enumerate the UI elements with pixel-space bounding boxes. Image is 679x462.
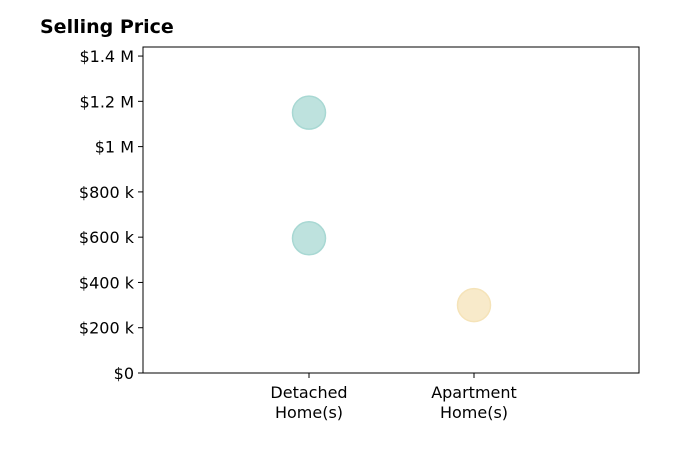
x-tick-label: Detached Home(s) — [270, 383, 347, 422]
plot-frame — [142, 46, 640, 374]
y-tick-label: $1.4 M — [79, 47, 134, 66]
x-tick-label: Apartment Home(s) — [431, 383, 517, 422]
y-tick-label: $1.2 M — [79, 92, 134, 111]
y-tick-label: $400 k — [79, 273, 135, 292]
y-tick-label: $800 k — [79, 183, 135, 202]
data-point — [291, 221, 327, 256]
data-point — [291, 95, 327, 130]
data-points — [291, 95, 492, 323]
y-tick-label: $1 M — [95, 138, 134, 157]
y-axis: $0 $200 k $400 k $600 k $800 k $1 M $1.2 M $1.4… — [79, 47, 143, 383]
x-axis: Detached Home(s) Apartment Home(s) — [270, 373, 517, 422]
y-tick-label: $200 k — [79, 319, 135, 338]
y-tick-label: $600 k — [79, 228, 135, 247]
y-tick-label: $0 — [114, 364, 134, 383]
data-point — [456, 287, 492, 323]
chart-title: Selling Price — [40, 16, 174, 38]
